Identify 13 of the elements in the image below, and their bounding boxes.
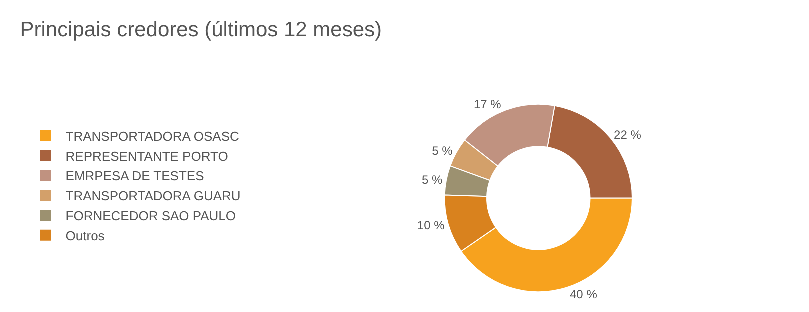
- legend-label: REPRESENTANTE PORTO: [66, 148, 228, 164]
- data-label: 22 %: [614, 128, 642, 142]
- data-label: 17 %: [474, 97, 502, 112]
- legend-label: EMRPESA DE TESTES: [66, 168, 205, 184]
- data-label: 10 %: [417, 218, 446, 232]
- chart-title: Principais credores (últimos 12 meses): [20, 18, 382, 42]
- legend-label: TRANSPORTADORA OSASC: [66, 128, 240, 144]
- legend-label: FORNECEDOR SAO PAULO: [66, 208, 236, 224]
- data-label: 5 %: [422, 173, 443, 188]
- data-label: 5 %: [432, 144, 454, 158]
- legend-label: Outros: [66, 228, 106, 244]
- data-label: 40 %: [570, 287, 598, 302]
- legend-label: TRANSPORTADORA GUARU: [66, 188, 241, 204]
